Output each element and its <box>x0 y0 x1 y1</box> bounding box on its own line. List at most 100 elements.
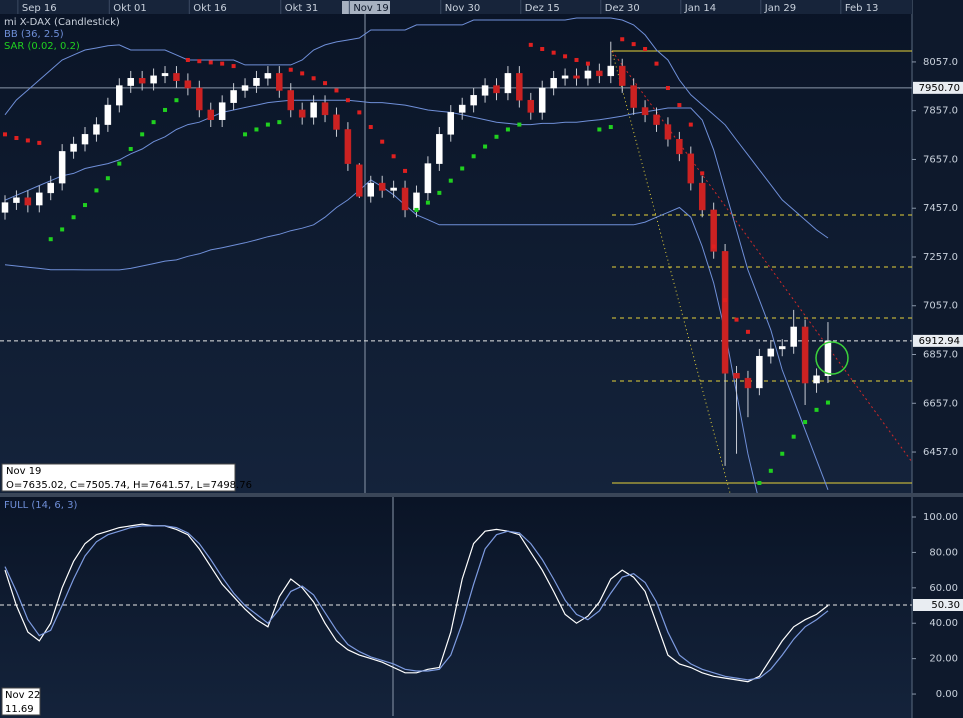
sar-dot <box>25 138 30 143</box>
sar-dot <box>14 136 19 141</box>
price-marker-box <box>913 334 963 347</box>
candle-body <box>516 73 523 101</box>
candle-body <box>276 73 283 91</box>
readout: Nov 19 O=7635.02, C=7505.74, H=7641.57, … <box>1 463 252 716</box>
readout-date: Nov 22 <box>5 690 40 701</box>
readout-text: 11.69 <box>5 704 34 715</box>
readout-box <box>1 463 236 492</box>
readout-text: O=7635.02, C=7505.74, H=7641.57, L=7498.… <box>6 480 252 491</box>
candle-body <box>824 340 832 376</box>
oscillator-line <box>4 523 829 683</box>
candle-body <box>481 85 489 96</box>
candle-body <box>116 85 123 106</box>
candle-body <box>138 78 146 84</box>
y-tick-label: 7257.0 <box>923 252 958 263</box>
price-marker-box <box>913 81 963 94</box>
sar-dot <box>757 481 762 486</box>
sar-dot <box>163 107 168 112</box>
candle-body <box>641 107 649 116</box>
labels: Sep 16 Okt 01 Okt 16 Okt 31 Nov 19 Nov 30 Dez … <box>22 3 963 700</box>
candle-body <box>710 209 717 252</box>
candle-body <box>436 134 443 164</box>
sar-dot <box>654 61 659 66</box>
y-tick-label: 6857.0 <box>923 350 958 361</box>
candle-body <box>230 90 237 103</box>
sar-dot <box>414 207 419 212</box>
candle-body <box>596 70 603 77</box>
x-tick-label: Okt 31 <box>285 3 319 14</box>
candle-body <box>687 153 695 184</box>
sar-dot <box>814 407 819 412</box>
sar-dot <box>231 64 236 69</box>
legend-entry: SAR (0.02, 0.2) <box>4 41 80 52</box>
sar-dot <box>265 122 270 127</box>
sar-dot <box>368 125 373 130</box>
candle-body <box>550 78 557 89</box>
sar-dot <box>665 86 670 91</box>
candle-body <box>70 143 77 152</box>
sar-dot <box>677 103 682 108</box>
candle-body <box>241 85 249 91</box>
candle-body <box>93 124 100 135</box>
sar-dot <box>505 127 510 132</box>
y-tick-label: 6657.0 <box>923 398 958 409</box>
y-tick-label: 40.00 <box>929 618 958 629</box>
candle-body <box>790 326 797 347</box>
candle-body <box>607 65 615 77</box>
candle-body <box>196 87 203 111</box>
sar-dot <box>323 81 328 86</box>
candle-body <box>173 73 180 81</box>
sar-dot <box>471 154 476 159</box>
price-marker-label: 6912.94 <box>919 336 960 347</box>
candle-body <box>801 326 809 384</box>
sar-dot <box>791 434 796 439</box>
y-tick-label: 0.00 <box>936 689 958 700</box>
candle-body <box>470 95 477 106</box>
legend-entry: BB (36, 2.5) <box>4 29 64 40</box>
sar-dot <box>391 154 396 159</box>
sar-dot <box>334 88 339 93</box>
sar-dot <box>620 37 625 42</box>
candle-body <box>424 163 432 194</box>
candle-body <box>24 197 32 206</box>
sar-dot <box>803 420 808 425</box>
sar-dot <box>631 42 636 47</box>
sar-dot <box>277 120 282 125</box>
sar-dot <box>83 203 88 208</box>
sar-dot <box>540 47 545 52</box>
candle-body <box>413 192 420 211</box>
candle-body <box>184 80 192 89</box>
highlight-circle <box>815 341 849 375</box>
sar-dot <box>288 67 293 72</box>
sar-dot <box>105 176 110 181</box>
sar-dot <box>768 468 773 473</box>
y-tick-label: 8057.0 <box>923 57 958 68</box>
sar-dot <box>460 166 465 171</box>
y-tick-label: 7657.0 <box>923 154 958 165</box>
candle-body <box>767 348 775 357</box>
sar-dot <box>425 200 430 205</box>
candle-body <box>493 85 500 94</box>
sar-dot <box>60 227 65 232</box>
y-tick-label: 7057.0 <box>923 301 958 312</box>
sar-dot <box>243 132 248 137</box>
x-tick-label: Dez 15 <box>525 3 560 14</box>
candle-body <box>733 373 740 379</box>
date-highlight <box>342 1 390 14</box>
sar-dot <box>700 171 705 176</box>
sar-dot <box>608 125 613 130</box>
sar-dot <box>643 47 648 52</box>
readout-box <box>1 687 41 716</box>
sar-dot <box>174 98 179 103</box>
price-marker-label: 50.30 <box>931 600 960 611</box>
candle-body <box>58 151 66 184</box>
candle-body <box>756 355 763 389</box>
candle-body <box>573 75 580 79</box>
candle-body <box>744 377 752 389</box>
candle-body <box>653 114 660 125</box>
sar-dot <box>688 122 693 127</box>
candle-body <box>104 104 112 125</box>
candle-body <box>36 192 43 206</box>
date-strip <box>0 0 912 14</box>
candle-body <box>584 70 592 79</box>
